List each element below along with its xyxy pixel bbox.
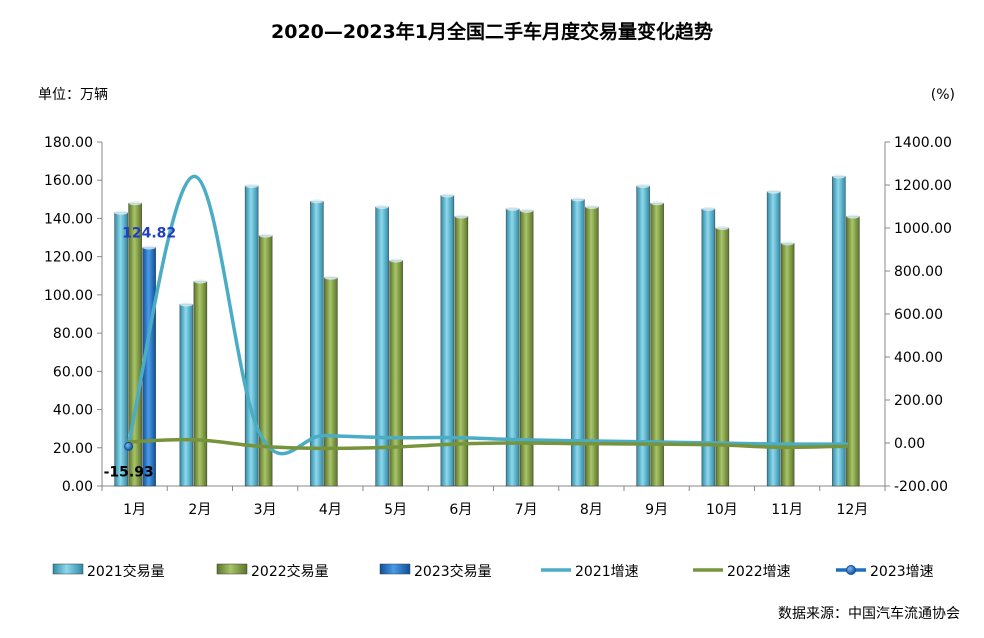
- legend-label: 2023增速: [870, 564, 934, 580]
- bar-2022交易量: [193, 281, 208, 487]
- x-tick-label: 7月: [515, 502, 538, 518]
- legend-label: 2022增速: [727, 564, 791, 580]
- source-note: 数据来源：中国汽车流通协会: [778, 605, 960, 622]
- y-left-tick-label: 180.00: [44, 135, 93, 151]
- y-right-tick-label: 800.00: [894, 264, 943, 280]
- data-label: 124.82: [122, 225, 176, 241]
- x-tick-label: 12月: [836, 502, 868, 518]
- y-left-tick-label: 80.00: [53, 326, 93, 342]
- x-tick-label: 5月: [384, 502, 407, 518]
- legend: 2021交易量 2022交易量 2023交易量 2021增速 2022增速 2023增速: [52, 563, 934, 580]
- bar-top-2022交易量: [128, 201, 142, 206]
- y-left-tick-label: 20.00: [53, 441, 93, 457]
- y-right-tick-label: 400.00: [894, 350, 943, 366]
- bar-top-2021交易量: [636, 183, 650, 188]
- y-left-tick-label: 60.00: [53, 364, 93, 380]
- y-right-tick-label: 1200.00: [894, 178, 952, 194]
- legend-swatch: [216, 563, 248, 575]
- bar-2021交易量: [766, 191, 781, 487]
- legend-label: 2022交易量: [251, 563, 329, 580]
- y-left-tick-label: 120.00: [44, 250, 93, 266]
- chart-title: 2020—2023年1月全国二手车月度交易量变化趋势: [271, 20, 713, 43]
- y-left-unit-label: 单位：万辆: [38, 87, 108, 103]
- bar-2022交易量: [715, 227, 730, 487]
- x-tick-label: 10月: [706, 502, 738, 518]
- bar-top-2021交易量: [114, 210, 128, 215]
- bar-top-2022交易量: [520, 208, 534, 213]
- x-tick-label: 2月: [188, 502, 211, 518]
- bar-top-2021交易量: [375, 204, 389, 209]
- bar-2022交易量: [780, 243, 795, 487]
- plot-area: 0.00 20.00 40.00 60.00 80.00 100.00 120.00 140.…: [44, 135, 952, 518]
- y-right-tick-label: 1400.00: [894, 135, 952, 151]
- y-left-tick-label: 40.00: [53, 403, 93, 419]
- bar-2022交易量: [324, 277, 338, 487]
- x-tick-label: 8月: [580, 502, 603, 518]
- bar-top-2021交易量: [310, 199, 324, 204]
- y-right-tick-label: 600.00: [894, 307, 943, 323]
- y-left-tick-label: 140.00: [44, 211, 93, 227]
- bar-top-2022交易量: [454, 214, 468, 219]
- x-tick-label: 9月: [645, 502, 668, 518]
- bar-top-2021交易量: [179, 302, 193, 307]
- bar-top-2022交易量: [324, 275, 338, 280]
- bar-2021交易量: [375, 206, 389, 487]
- bar-top-2022交易量: [781, 241, 795, 246]
- legend-swatch: [52, 563, 84, 575]
- bar-2021交易量: [179, 304, 194, 487]
- data-label: -15.93: [104, 464, 154, 480]
- line-2022增速: [126, 437, 849, 451]
- x-tick-label: 6月: [449, 502, 472, 518]
- bar-top-2022交易量: [650, 201, 664, 206]
- y-right-tick-label: 200.00: [894, 393, 943, 409]
- bar-top-2021交易量: [440, 193, 454, 198]
- x-tick-label: 11月: [771, 502, 803, 518]
- legend-marker: [846, 565, 856, 575]
- bar-top-2022交易量: [585, 204, 599, 209]
- y-right-tick-label: 0.00: [894, 436, 925, 452]
- x-tick-label: 4月: [319, 502, 342, 518]
- bar-top-2021交易量: [701, 206, 715, 211]
- bar-top-2022交易量: [715, 226, 729, 230]
- line-2021增速: [126, 174, 849, 456]
- y-right-unit-label: (%): [931, 87, 955, 103]
- bar-top-2021交易量: [571, 197, 585, 202]
- point-2023增速: [124, 441, 134, 451]
- legend-swatch: [379, 563, 411, 575]
- bar-top-2021交易量: [832, 174, 846, 179]
- legend-label: 2021增速: [575, 564, 639, 580]
- bar-top-2021交易量: [506, 206, 520, 211]
- y-left-tick-label: 160.00: [44, 173, 93, 189]
- bar-2022交易量: [389, 260, 403, 487]
- bar-2021交易量: [310, 200, 324, 487]
- bar-top-2023交易量: [142, 245, 156, 250]
- bar-top-2021交易量: [767, 189, 781, 194]
- bar-top-2021交易量: [245, 183, 259, 188]
- x-tick-label: 3月: [254, 502, 277, 518]
- legend-label: 2023交易量: [414, 563, 492, 580]
- bar-2021交易量: [244, 185, 259, 487]
- x-tick-label: 1月: [123, 502, 146, 518]
- y-right-tick-label: 1000.00: [894, 221, 952, 237]
- bar-top-2022交易量: [389, 258, 403, 263]
- y-left-tick-label: 100.00: [44, 288, 93, 304]
- bar-top-2022交易量: [193, 279, 207, 284]
- y-right-tick-label: -200.00: [894, 479, 948, 495]
- bar-top-2022交易量: [259, 233, 273, 238]
- legend-label: 2021交易量: [87, 563, 165, 580]
- y-left-tick-label: 0.00: [62, 479, 93, 495]
- bar-2021交易量: [832, 176, 846, 487]
- bar-2021交易量: [440, 195, 455, 487]
- bar-2022交易量: [846, 216, 860, 487]
- bar-top-2022交易量: [846, 214, 860, 219]
